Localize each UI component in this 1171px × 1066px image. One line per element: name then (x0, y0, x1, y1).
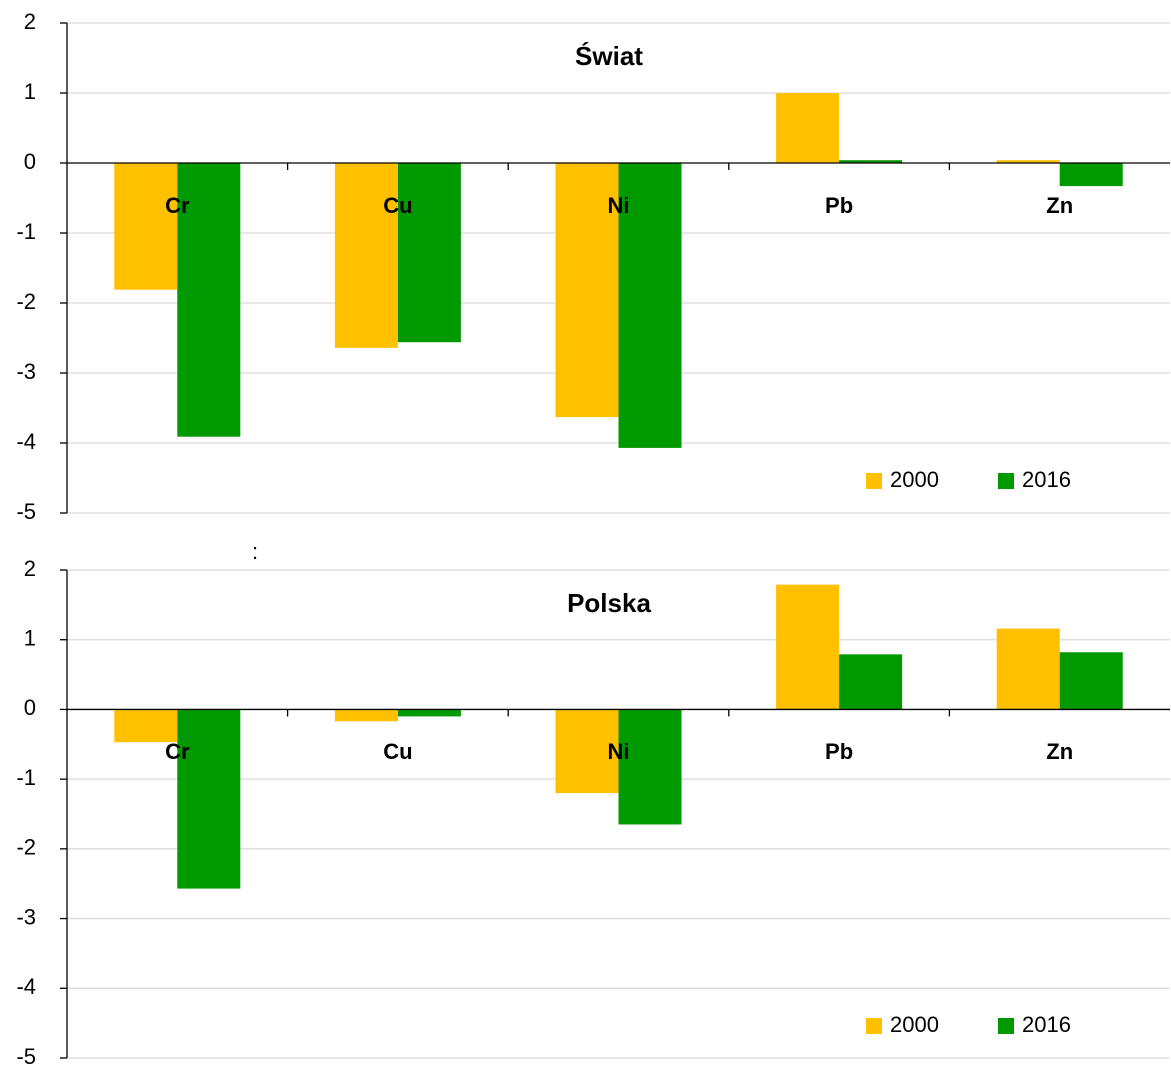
y-tick-label: 1 (24, 626, 36, 651)
y-tick-label: -3 (16, 904, 36, 929)
bar (776, 93, 840, 163)
chart-title: Świat (575, 41, 643, 71)
y-tick-label: 2 (24, 9, 36, 34)
bar (1059, 652, 1123, 710)
legend-swatch (866, 1018, 882, 1034)
bar (114, 709, 178, 743)
y-tick-label: 0 (24, 695, 36, 720)
y-tick-label: -5 (16, 499, 36, 524)
bar (114, 163, 178, 290)
bar (555, 163, 619, 418)
x-tick-label: Ni (608, 739, 630, 764)
x-tick-label: Ni (608, 193, 630, 218)
bar (776, 584, 840, 710)
legend-swatch (998, 473, 1014, 489)
bar (397, 163, 461, 343)
bar (397, 709, 461, 717)
y-tick-label: 2 (24, 556, 36, 581)
bar (177, 163, 241, 437)
annotation: : (252, 539, 258, 564)
x-tick-label: Cu (383, 193, 412, 218)
legend-swatch (866, 473, 882, 489)
bar (618, 709, 682, 825)
bar (996, 628, 1060, 710)
bar (839, 160, 903, 163)
legend-label: 2016 (1022, 1012, 1071, 1037)
x-tick-label: Pb (825, 193, 853, 218)
x-tick-label: Pb (825, 739, 853, 764)
y-tick-label: -4 (16, 974, 36, 999)
bar (839, 654, 903, 710)
bar (334, 163, 398, 348)
y-tick-label: -5 (16, 1044, 36, 1066)
y-tick-label: -1 (16, 219, 36, 244)
chart-title: Polska (567, 588, 651, 618)
x-tick-label: Cr (165, 193, 190, 218)
y-tick-label: -1 (16, 765, 36, 790)
y-tick-label: 0 (24, 149, 36, 174)
y-tick-label: -3 (16, 359, 36, 384)
bar (1059, 163, 1123, 187)
x-tick-label: Zn (1046, 739, 1073, 764)
x-tick-label: Cr (165, 739, 190, 764)
legend-swatch (998, 1018, 1014, 1034)
bar (618, 163, 682, 448)
bar (996, 160, 1060, 163)
legend-label: 2000 (890, 467, 939, 492)
legend-label: 2016 (1022, 467, 1071, 492)
bar (334, 709, 398, 722)
y-tick-label: -2 (16, 289, 36, 314)
y-tick-label: -2 (16, 835, 36, 860)
y-tick-label: 1 (24, 79, 36, 104)
y-tick-label: -4 (16, 429, 36, 454)
x-tick-label: Cu (383, 739, 412, 764)
legend-label: 2000 (890, 1012, 939, 1037)
x-tick-label: Zn (1046, 193, 1073, 218)
bar (177, 709, 241, 889)
bar (555, 709, 619, 794)
